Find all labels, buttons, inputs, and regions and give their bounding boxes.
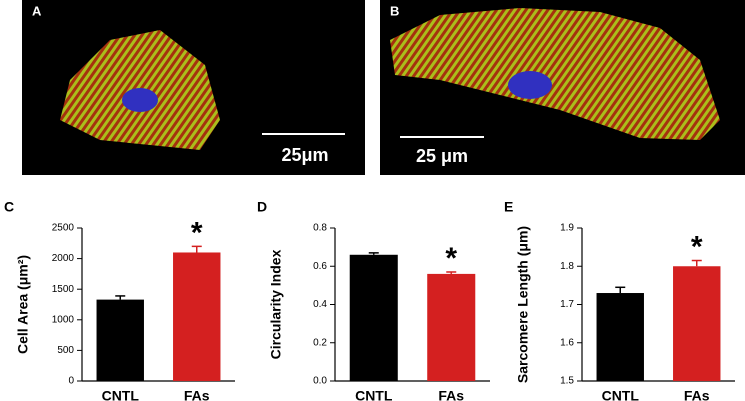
y-axis-label: Circularity Index: [268, 249, 284, 359]
scale-bar-label: 25 μm: [416, 146, 468, 166]
y-tick-label: 0.8: [313, 223, 327, 234]
x-tick-label: CNTL: [355, 388, 393, 401]
bar: [427, 273, 476, 381]
significance-marker: *: [691, 230, 703, 263]
bar: [173, 252, 221, 381]
bar: [349, 254, 398, 381]
x-tick-label: FAs: [438, 388, 464, 401]
y-tick-label: 1.8: [560, 261, 574, 272]
error-bar: [115, 295, 126, 300]
x-tick-label: CNTL: [102, 388, 140, 401]
y-axis-label: Sarcomere Length (μm): [515, 226, 531, 383]
bar: [96, 299, 144, 381]
y-tick-label: 0.4: [313, 299, 327, 310]
x-tick-label: FAs: [684, 388, 710, 401]
panel-label: C: [4, 199, 14, 215]
panel-label: A: [32, 3, 42, 18]
x-tick-label: CNTL: [602, 388, 640, 401]
y-tick-label: 0.0: [313, 376, 327, 387]
bar: [596, 293, 644, 381]
error-bar: [446, 271, 457, 274]
significance-marker: *: [191, 216, 203, 249]
y-tick-label: 1.5: [560, 376, 574, 387]
y-tick-label: 1.9: [560, 223, 574, 234]
y-tick-label: 1.6: [560, 337, 574, 348]
y-tick-label: 2500: [52, 223, 75, 234]
y-axis-label: Cell Area (μm²): [15, 255, 31, 354]
scale-bar-label: 25μm: [281, 145, 328, 165]
significance-marker: *: [445, 242, 457, 275]
image-a: A 25μm: [22, 0, 365, 175]
bar: [673, 266, 721, 381]
y-tick-label: 1.7: [560, 299, 574, 310]
y-tick-label: 1500: [52, 284, 75, 295]
error-bar: [615, 286, 626, 294]
error-bar: [368, 252, 379, 255]
y-tick-label: 1000: [52, 314, 75, 325]
panel-label: B: [390, 3, 399, 18]
y-tick-label: 500: [57, 345, 74, 356]
y-tick-label: 0: [68, 376, 74, 387]
panel-label: D: [257, 199, 267, 215]
y-tick-label: 0.2: [313, 337, 327, 348]
panel-label: E: [504, 199, 513, 215]
y-tick-label: 2000: [52, 253, 75, 264]
error-bar: [191, 245, 202, 253]
error-bar: [691, 259, 702, 267]
x-tick-label: FAs: [184, 388, 210, 401]
y-tick-label: 0.6: [313, 261, 327, 272]
image-b: B 25 μm: [380, 0, 745, 175]
